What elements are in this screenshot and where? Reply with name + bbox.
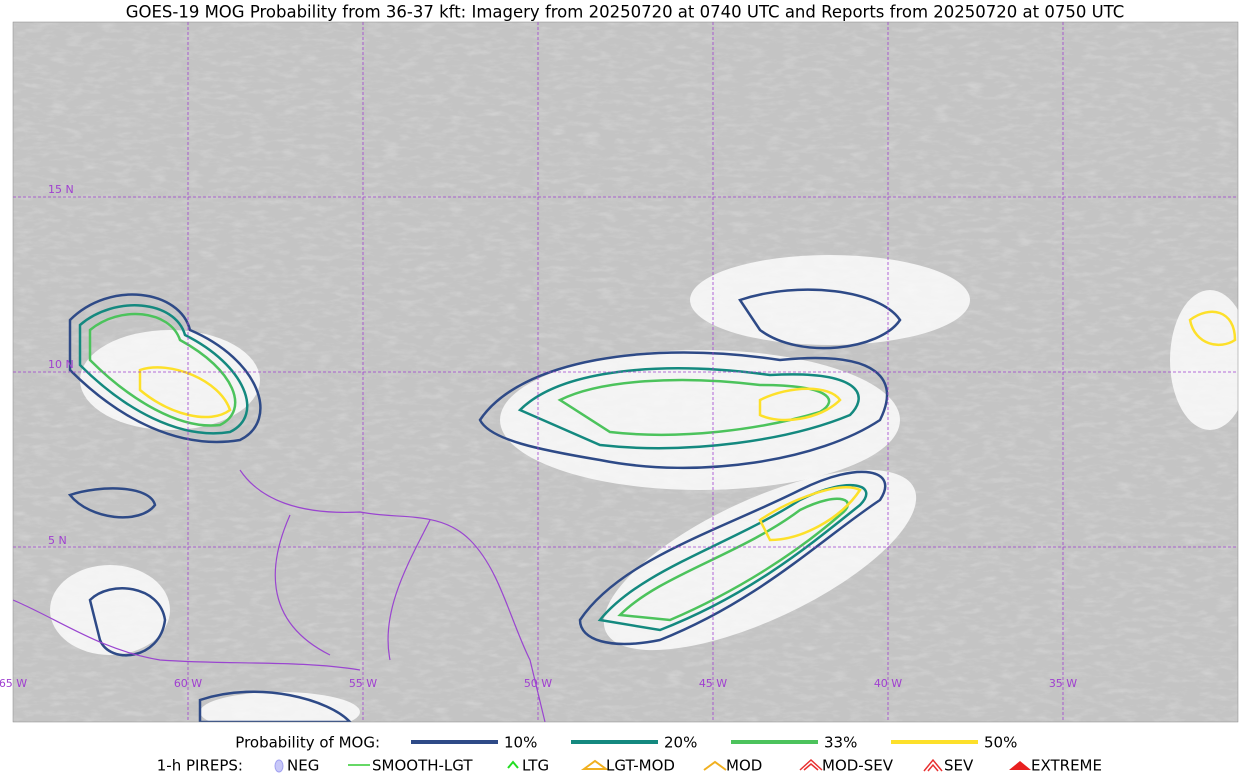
graticule (13, 22, 1238, 722)
legend-label: LTG (522, 757, 549, 775)
legend-label: SEV (944, 757, 974, 775)
pirep-icon (274, 759, 284, 773)
lon-label: 45 W (699, 677, 727, 690)
legend-label: 50% (984, 734, 1017, 752)
title: GOES-19 MOG Probability from 36-37 kft: … (126, 3, 1125, 22)
pirep-icon (507, 760, 519, 769)
lon-label: 65 W (0, 677, 27, 690)
legend-label: 33% (824, 734, 857, 752)
legend-label: 20% (664, 734, 697, 752)
lon-label: 35 W (1049, 677, 1077, 690)
lon-label: 40 W (874, 677, 902, 690)
contours (67, 288, 1237, 722)
pirep-icon (923, 758, 943, 772)
map (13, 22, 1238, 722)
legend-label: MOD (726, 757, 762, 775)
pirep-icon (799, 758, 823, 771)
lat-label: 5 N (48, 534, 67, 547)
legend-label: LGT-MOD (606, 757, 675, 775)
lon-label: 55 W (349, 677, 377, 690)
legend-label: EXTREME (1031, 757, 1102, 775)
legend-label: MOD-SEV (822, 757, 894, 775)
grid-labels: 15 N 10 N 5 N 65 W 60 W 55 W 50 W 45 W 40 W 35 W (0, 183, 1077, 690)
legend-title: Probability of MOG: (235, 734, 380, 752)
lon-label: 60 W (174, 677, 202, 690)
coastlines (13, 469, 546, 722)
legend: Probability of MOG: 10% 20% 33% 50% 1-h PIREP… (157, 734, 1102, 775)
lat-label: 15 N (48, 183, 74, 196)
lon-label: 50 W (524, 677, 552, 690)
legend-title: 1-h PIREPS: (157, 757, 243, 775)
pirep-icon (580, 759, 610, 770)
lat-label: 10 N (48, 358, 74, 371)
pirep-icon (1009, 761, 1031, 770)
pirep-icon (703, 760, 727, 771)
legend-label: 10% (504, 734, 537, 752)
legend-label: NEG (287, 757, 319, 775)
legend-label: SMOOTH-LGT (372, 757, 473, 775)
